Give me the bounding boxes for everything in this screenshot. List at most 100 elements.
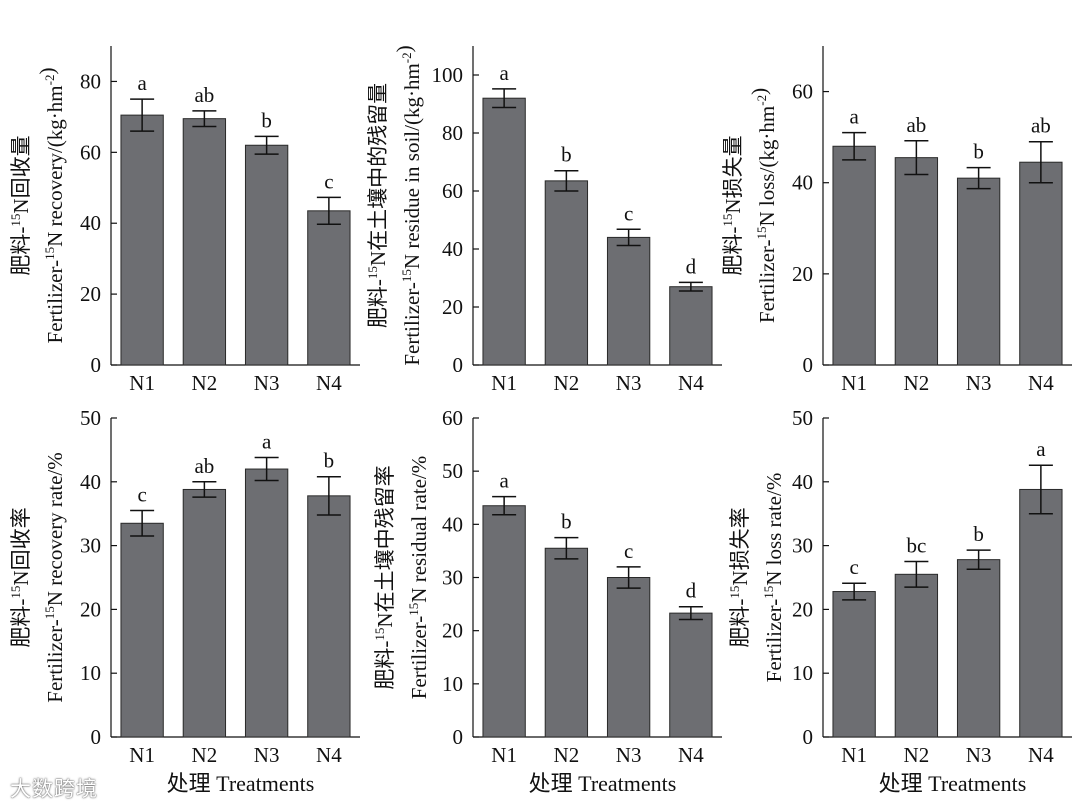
- panel-6: 0 10 20 30 40 50 c N1 bc N2 b N3 a N4 肥料-15N损失率 Fertili…: [727, 406, 1072, 796]
- panel-4-bar-N4: [307, 495, 351, 738]
- panel-6-ylabel-cn: 肥料-15N损失率: [727, 507, 752, 647]
- panel-1-bar-N3: [244, 144, 289, 366]
- panel-2-bar-N1: [482, 97, 526, 366]
- panel-6-ytick-label: 10: [792, 661, 813, 685]
- panel-3-sig-letter-N4: ab: [1031, 114, 1051, 138]
- panel-5-sig-letter-N1: a: [499, 469, 509, 493]
- panel-3-sig-letter-N1: a: [849, 105, 859, 129]
- panel-3: 0 20 40 60 a N1 ab N2 b N3 ab N4 肥料-15N损失量Fertilizer…: [720, 46, 1072, 395]
- panel-6-ytick-label: 30: [792, 534, 813, 558]
- panel-2-ylabel-cn: 肥料-15N在土壤中的残留量: [365, 83, 390, 328]
- panel-5-bar-N4: [669, 612, 713, 738]
- panel-4-category-N4: N4: [316, 743, 342, 767]
- panel-5-ytick-label: 30: [442, 566, 463, 590]
- panel-4-ytick-label: 20: [80, 597, 101, 621]
- panel-5-category-N2: N2: [554, 743, 580, 767]
- panel-4-sig-letter-N4: b: [324, 449, 335, 473]
- panel-6-category-N1: N1: [841, 743, 867, 767]
- panel-6-bar-N4: [1019, 488, 1063, 738]
- panel-2-ytick-label: 100: [432, 63, 464, 87]
- panel-1-category-N4: N4: [316, 371, 342, 395]
- panel-5-sig-letter-N2: b: [561, 510, 572, 534]
- panel-1-ytick-label: 60: [80, 140, 101, 164]
- panel-1-ytick-label: 40: [80, 211, 101, 235]
- panel-6-category-N4: N4: [1028, 743, 1054, 767]
- panel-6-ytick-label: 0: [803, 725, 814, 749]
- panel-3-category-N4: N4: [1028, 371, 1054, 395]
- panel-3-ytick-label: 40: [792, 171, 813, 195]
- panel-5-bar-N2: [544, 547, 589, 738]
- panel-3-ytick-label: 60: [792, 80, 813, 104]
- panel-3-sig-letter-N2: ab: [906, 113, 926, 137]
- panel-4-ytick-label: 10: [80, 661, 101, 685]
- panel-1-bar-N1: [120, 114, 164, 366]
- panel-2-ytick-label: 80: [442, 121, 463, 145]
- panel-4-ytick-label: 30: [80, 534, 101, 558]
- panel-6-bar-N3: [956, 559, 1001, 738]
- panel-2: 0 20 40 60 80 100 a N1 b N2 c N3 d N4 肥料-15N在土壤中的残留量Fe…: [365, 45, 722, 395]
- panel-2-sig-letter-N1: a: [499, 61, 509, 85]
- panel-5-category-N1: N1: [491, 743, 517, 767]
- panel-2-category-N4: N4: [678, 371, 704, 395]
- panel-1-bar-N4: [307, 210, 351, 366]
- panel-4-category-N2: N2: [192, 743, 218, 767]
- panel-5: 0 10 20 30 40 50 60 a N1 b N2 c N3 d N4 肥料-15N在土壤中残留率 Fe…: [372, 406, 722, 796]
- panel-6-bar-N2: [894, 573, 939, 738]
- panel-1-category-N2: N2: [192, 371, 218, 395]
- panel-2-bar-N3: [606, 236, 651, 366]
- panel-2-bar-N2: [544, 180, 589, 366]
- panel-4-bar-N1: [120, 522, 164, 738]
- panel-5-category-N4: N4: [678, 743, 704, 767]
- panel-5-category-N3: N3: [616, 743, 642, 767]
- panel-3-bar-N3: [956, 177, 1001, 366]
- panel-3-ytick-label: 0: [803, 353, 814, 377]
- panel-2-category-N1: N1: [491, 371, 517, 395]
- panel-1-ytick-label: 20: [80, 282, 101, 306]
- panel-4-category-N3: N3: [254, 743, 280, 767]
- panel-2-category-N3: N3: [616, 371, 642, 395]
- panel-5-ytick-label: 10: [442, 672, 463, 696]
- panel-4-sig-letter-N1: c: [137, 483, 146, 507]
- panel-6-sig-letter-N1: c: [849, 555, 858, 579]
- panel-1-category-N3: N3: [254, 371, 280, 395]
- panel-3-sig-letter-N3: b: [973, 140, 984, 164]
- panel-3-bar-N4: [1019, 161, 1063, 366]
- panel-6-ylabel-en: Fertilizer-15N loss rate/%: [761, 473, 786, 683]
- panel-2-bar-N4: [669, 286, 713, 366]
- panel-1-ytick-label: 0: [91, 353, 102, 377]
- panel-3-bar-N1: [832, 145, 876, 366]
- panel-6-sig-letter-N4: a: [1036, 437, 1046, 461]
- panel-2-ytick-label: 60: [442, 179, 463, 203]
- panel-2-ytick-label: 0: [453, 353, 464, 377]
- panel-1: 0 20 40 60 80 a N1 ab N2 b N3 c N4 肥料-15N回收量Fertilize…: [8, 46, 360, 395]
- panel-4: 0 10 20 30 40 50 c N1 ab N2 a N3 b N4 肥料-15N回收率 Fertili…: [8, 406, 360, 796]
- panel-1-sig-letter-N4: c: [324, 169, 333, 193]
- panel-5-bar-N3: [606, 577, 651, 738]
- panel-5-ytick-label: 40: [442, 512, 463, 536]
- panel-1-bar-N2: [182, 118, 227, 366]
- panel-5-xtitle: 处理 Treatments: [529, 771, 677, 796]
- panel-4-ytick-label: 40: [80, 470, 101, 494]
- panel-2-ytick-label: 20: [442, 295, 463, 319]
- panel-2-ytick-label: 40: [442, 237, 463, 261]
- panel-5-ytick-label: 50: [442, 459, 463, 483]
- panel-4-bar-N2: [182, 488, 227, 738]
- panel-3-category-N3: N3: [966, 371, 992, 395]
- panel-5-ytick-label: 60: [442, 406, 463, 430]
- panel-1-ylabel-en: Fertilizer-15N recovery/(kg·hm-2): [35, 68, 67, 344]
- watermark: 大数跨境: [10, 777, 98, 801]
- panel-3-ylabel-cn: 肥料-15N损失量: [720, 135, 745, 275]
- panel-5-ylabel-cn: 肥料-15N在土壤中残留率: [372, 465, 397, 689]
- panel-1-ytick-label: 80: [80, 69, 101, 93]
- panel-3-ytick-label: 20: [792, 262, 813, 286]
- panel-1-category-N1: N1: [129, 371, 155, 395]
- panel-5-sig-letter-N4: d: [686, 579, 697, 603]
- panel-4-xtitle: 处理 Treatments: [167, 771, 315, 796]
- panel-2-sig-letter-N2: b: [561, 143, 572, 167]
- panel-2-category-N2: N2: [554, 371, 580, 395]
- panel-5-sig-letter-N3: c: [624, 539, 633, 563]
- panel-5-ytick-label: 0: [453, 725, 464, 749]
- panel-4-ylabel-cn: 肥料-15N回收率: [8, 507, 33, 647]
- panel-4-sig-letter-N3: a: [262, 430, 272, 454]
- panel-2-sig-letter-N4: d: [686, 254, 697, 278]
